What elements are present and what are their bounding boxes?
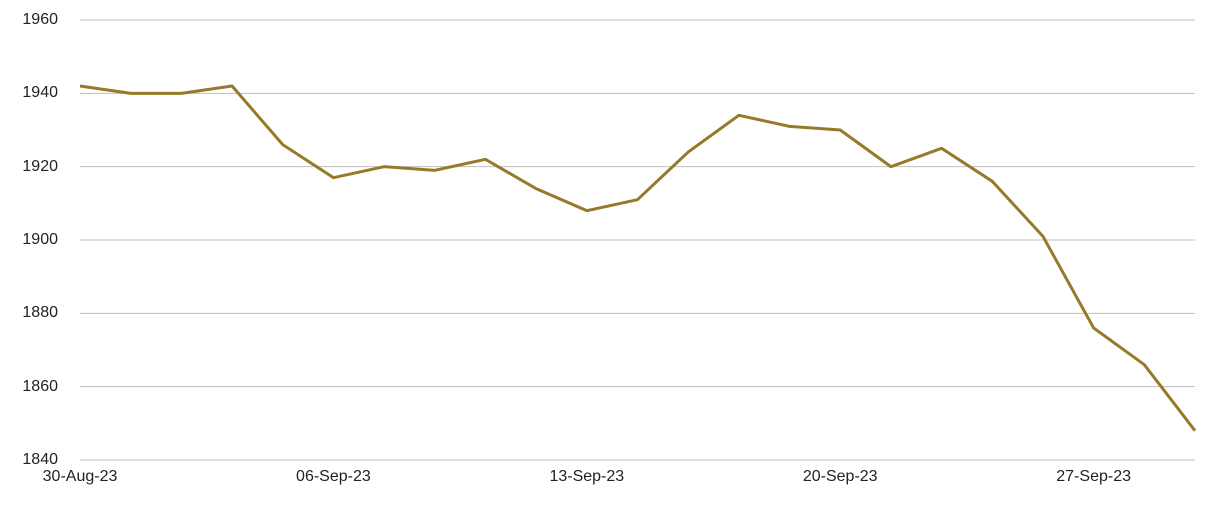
line-chart: 1840 1860 1880 1900 1920 1940 1960 30-Aug-23 06-…	[0, 0, 1217, 521]
y-axis-tick-label: 1940	[0, 84, 58, 102]
x-axis-tick-label: 06-Sep-23	[296, 468, 371, 486]
y-axis-tick-label: 1840	[0, 451, 58, 469]
chart-svg	[0, 0, 1217, 521]
y-axis-tick-label: 1900	[0, 231, 58, 249]
x-axis-tick-label: 30-Aug-23	[43, 468, 118, 486]
y-axis-tick-label: 1960	[0, 11, 58, 29]
y-axis-tick-label: 1860	[0, 378, 58, 396]
x-axis-tick-label: 27-Sep-23	[1056, 468, 1131, 486]
series-line-price	[80, 86, 1195, 431]
y-axis-tick-label: 1920	[0, 158, 58, 176]
x-axis-tick-label: 13-Sep-23	[549, 468, 624, 486]
y-axis-tick-label: 1880	[0, 304, 58, 322]
x-axis-tick-label: 20-Sep-23	[803, 468, 878, 486]
